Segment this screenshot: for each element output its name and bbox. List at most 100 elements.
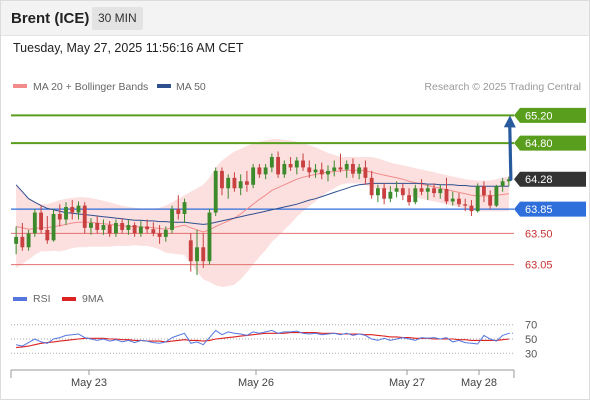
candle-body [332, 167, 337, 171]
candle-body [207, 212, 212, 262]
candle [213, 167, 218, 217]
candle-body [369, 177, 374, 196]
candle-body [276, 157, 281, 175]
legend-swatch-ma20 [13, 84, 27, 88]
candle [457, 193, 461, 208]
level-tag-63-85-text: 63.85 [525, 204, 553, 216]
candle [407, 188, 412, 206]
last-price-tag-box [514, 171, 586, 187]
bollinger-bands [16, 139, 509, 287]
candle-body [463, 204, 468, 206]
candle-body [89, 222, 93, 228]
candle [101, 219, 106, 235]
candle [14, 226, 19, 255]
candle [444, 177, 449, 205]
candle-body [82, 205, 87, 228]
candle [244, 170, 249, 192]
candle [425, 184, 430, 201]
candle [57, 204, 62, 227]
legend-label-rsi: RSI [33, 293, 51, 305]
x-tick-label-0: May 23 [71, 377, 107, 389]
last-price-tag: 64.28 [514, 171, 586, 187]
timeframe-badge[interactable]: 30 MIN [92, 7, 143, 30]
candle-body [301, 160, 305, 168]
projection [503, 115, 516, 181]
candle-body [232, 177, 237, 189]
candle [82, 202, 87, 234]
candle-body [257, 167, 262, 175]
candle-body [14, 236, 19, 244]
candle-body [70, 207, 75, 213]
rsi-level-label-30: 30 [525, 348, 537, 360]
candle-body [338, 167, 343, 170]
candle [64, 202, 68, 226]
candle [494, 184, 499, 208]
x-axis: May 23 May 26 May 27 May 28 [10, 369, 515, 389]
candle-body [419, 188, 424, 192]
candle-body [425, 188, 430, 192]
candle [163, 226, 168, 242]
rsi-level-label-70: 70 [525, 320, 537, 332]
candle-body [269, 157, 274, 168]
candle [107, 220, 112, 237]
candle [400, 183, 405, 201]
candle-body [163, 229, 168, 237]
candle [351, 158, 355, 178]
candle-body [188, 240, 193, 262]
level-tag-64-80-box [514, 135, 586, 151]
candle [195, 229, 199, 276]
candle-body [481, 186, 486, 196]
candle [332, 160, 337, 177]
chart-header: Brent (ICE) 30 MIN [0, 0, 590, 36]
candle-body [170, 209, 174, 230]
candle [207, 209, 212, 265]
price-levels [11, 114, 514, 266]
candle-body [313, 169, 318, 173]
rsi-line [15, 329, 510, 347]
candle-body [107, 225, 112, 234]
candle [32, 209, 37, 237]
candle [170, 205, 174, 234]
level-tag-65-20: 65.20 [514, 107, 586, 123]
candle [319, 162, 324, 180]
candle [20, 222, 25, 251]
legend-swatch-9ma [62, 297, 76, 301]
projection-arrow-head [503, 115, 516, 128]
candle [294, 157, 299, 175]
legend-swatch-rsi [13, 297, 27, 301]
candle [419, 179, 424, 196]
candle-body [432, 188, 436, 194]
rsi-legend: RSI 9MA [13, 293, 104, 305]
candle-body [26, 233, 31, 248]
candle-body [500, 181, 505, 187]
candle [76, 201, 81, 220]
candle-body [357, 167, 362, 174]
candle-body [64, 207, 68, 220]
candle [26, 229, 31, 251]
candle-body [113, 222, 118, 234]
candle-body [57, 213, 62, 220]
candle [506, 176, 511, 187]
level-tag-65-20-text: 65.20 [525, 110, 553, 122]
candle [313, 163, 318, 178]
candle-body [438, 188, 443, 194]
candle [382, 183, 387, 205]
candle-body [413, 188, 418, 203]
candle [70, 200, 75, 220]
candle-body [45, 229, 50, 241]
candle [363, 160, 368, 185]
candle-body [344, 163, 349, 170]
candle-body [213, 170, 218, 213]
candle-body [407, 195, 412, 203]
candle [182, 198, 187, 223]
candle [301, 153, 305, 171]
ma50-line [15, 182, 509, 225]
candle [276, 151, 281, 178]
candle [463, 198, 468, 212]
level-tag-63-50-text: 63.50 [525, 228, 553, 240]
candle [388, 186, 393, 203]
candle-body [394, 188, 399, 192]
candle-body [95, 222, 100, 230]
candle [413, 184, 418, 205]
